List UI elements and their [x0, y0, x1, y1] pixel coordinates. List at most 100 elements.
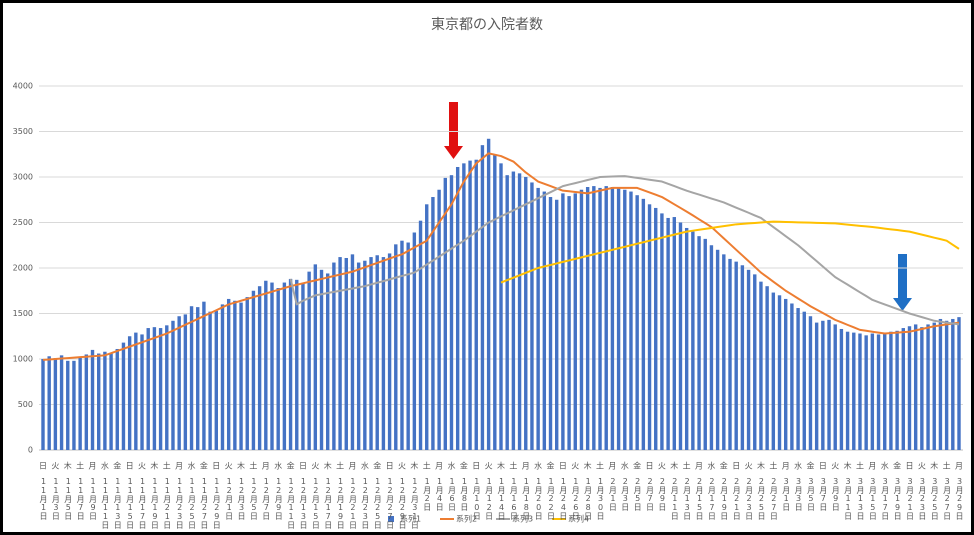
bar: [944, 320, 949, 450]
bar: [641, 198, 646, 450]
x-tick-label: 2月7日: [645, 477, 655, 511]
bar: [276, 288, 280, 450]
x-tick-label: 11月3日: [51, 477, 61, 520]
line-series: [42, 152, 960, 361]
x-tick-label: 12月5日: [249, 477, 259, 520]
weekday-label: 土: [163, 461, 171, 471]
weekday-label: 金: [633, 461, 641, 471]
bar: [672, 217, 676, 450]
line-series: [500, 220, 960, 284]
bar: [660, 213, 664, 450]
x-tick-label: 2月15日: [695, 477, 705, 520]
x-tick-label: 3月5日: [806, 477, 816, 511]
x-tick-label: 3月13日: [855, 477, 865, 520]
bar: [177, 316, 181, 450]
x-tick-label: 2月23日: [744, 477, 754, 520]
bar: [121, 342, 126, 450]
x-tick-label: 2月3日: [620, 477, 630, 511]
bar: [808, 316, 813, 450]
bar: [845, 331, 850, 450]
bar: [827, 319, 831, 450]
weekday-label: 火: [311, 462, 319, 471]
bar: [901, 328, 905, 450]
weekday-label: 火: [571, 462, 579, 471]
x-tick-label: 2月1日: [608, 477, 618, 511]
bar: [165, 325, 169, 450]
weekday-label: 木: [844, 461, 852, 471]
bar: [784, 298, 788, 450]
x-tick-label: 2月25日: [756, 477, 766, 520]
bar: [889, 331, 893, 450]
weekday-label: 木: [324, 461, 332, 471]
x-tick-label: 12月19日: [336, 477, 346, 529]
y-tick-label: 4000: [13, 82, 33, 91]
x-tick-label: 3月29日: [955, 477, 964, 520]
bar: [938, 318, 943, 450]
bar: [245, 297, 249, 450]
bar: [511, 171, 516, 451]
bar: [158, 328, 163, 450]
weekday-label: 土: [336, 461, 344, 471]
bar: [220, 304, 225, 450]
weekday-label: 日: [646, 462, 654, 471]
x-tick-label: 1月18日: [521, 477, 531, 520]
bar: [301, 283, 305, 450]
bar: [468, 160, 472, 450]
weekday-label: 火: [51, 462, 59, 471]
weekday-label: 土: [509, 461, 517, 471]
x-tick-label: 2月21日: [732, 477, 742, 520]
weekday-label: 月: [262, 462, 270, 471]
bar: [573, 193, 577, 450]
bar: [728, 258, 732, 450]
bar: [623, 189, 627, 451]
bar: [920, 327, 924, 450]
bar: [771, 292, 776, 450]
y-tick-label: 1000: [13, 355, 33, 364]
x-tick-label: 1月24日: [558, 477, 568, 520]
weekday-label: 土: [76, 461, 84, 471]
bar: [226, 298, 231, 450]
x-tick-label: 11月25日: [187, 477, 197, 529]
bar: [462, 163, 466, 450]
y-tick-label: 500: [18, 400, 33, 409]
bar: [418, 220, 423, 450]
bar: [951, 318, 955, 450]
x-tick-label: 12月3日: [237, 477, 247, 520]
weekday-label: 木: [237, 461, 245, 471]
x-tick-label: 12月25日: [373, 477, 383, 529]
red-arrow: [444, 102, 463, 159]
weekday-label: 金: [287, 461, 295, 471]
x-tick-label: 12月31日: [410, 477, 420, 529]
weekday-label: 水: [447, 461, 455, 471]
bar: [363, 260, 367, 450]
bar: [140, 334, 144, 450]
x-tick-label: 2月5日: [633, 477, 643, 511]
legend-swatch: [388, 516, 394, 522]
bar: [895, 330, 899, 450]
weekday-label: 月: [608, 462, 616, 471]
weekday-label: 日: [39, 462, 47, 471]
bar: [251, 290, 256, 450]
bar: [616, 187, 621, 451]
bar: [84, 354, 89, 450]
x-tick-label: 12月7日: [261, 477, 271, 520]
bar: [530, 182, 534, 450]
bar: [883, 332, 887, 450]
weekday-label: 木: [584, 461, 592, 471]
bar: [72, 360, 76, 450]
y-tick-label: 3500: [13, 127, 33, 136]
bar: [536, 187, 540, 451]
bar: [876, 334, 881, 450]
x-tick-label: 11月5日: [63, 477, 73, 520]
bar: [493, 154, 497, 450]
x-tick-label: 2月11日: [670, 477, 680, 520]
weekday-label: 木: [670, 461, 678, 471]
bar: [350, 254, 355, 450]
bar: [635, 195, 639, 450]
bar: [449, 175, 454, 450]
bar: [431, 197, 435, 450]
weekday-label: 水: [621, 461, 629, 471]
bar: [264, 280, 268, 450]
weekday-label: 木: [497, 461, 505, 471]
y-tick-label: 2000: [13, 264, 33, 273]
